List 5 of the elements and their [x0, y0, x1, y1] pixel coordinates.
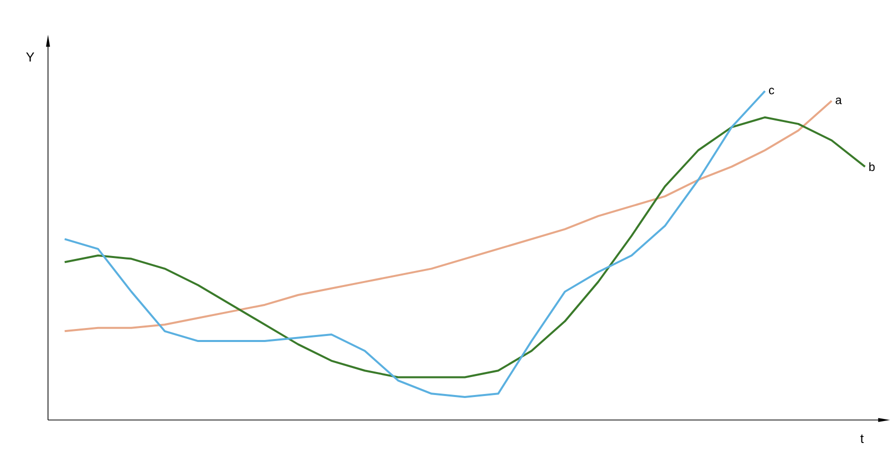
x-axis-title: t: [860, 434, 864, 443]
series-label: a: [836, 98, 842, 104]
y-axis-title: Y: [26, 52, 34, 62]
series-label: b: [869, 162, 875, 172]
series-label: c: [768, 88, 774, 94]
